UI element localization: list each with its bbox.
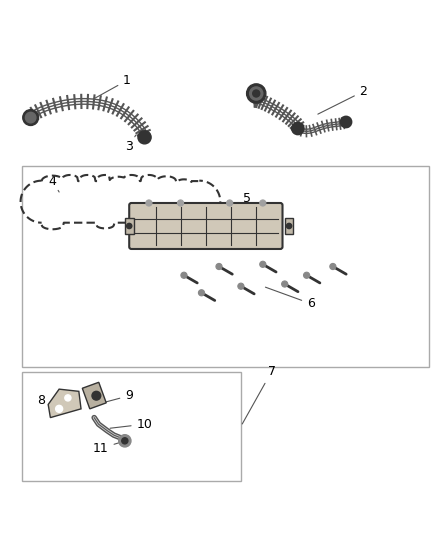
Circle shape [198,290,205,296]
Circle shape [56,405,63,413]
Bar [22,166,429,367]
Circle shape [292,123,304,135]
Text: 4: 4 [49,175,59,192]
Bar [82,382,106,409]
Circle shape [247,84,266,103]
Circle shape [330,263,336,270]
Circle shape [146,200,152,206]
Text: 6: 6 [265,287,315,310]
Text: 11: 11 [93,442,120,455]
Circle shape [119,435,131,447]
Bar [285,217,293,235]
Polygon shape [48,389,81,418]
Circle shape [181,272,187,278]
Circle shape [177,200,184,206]
Circle shape [216,263,222,270]
Circle shape [304,272,310,278]
Text: 3: 3 [125,135,136,152]
Circle shape [260,261,266,268]
Circle shape [138,131,151,144]
Circle shape [25,112,36,123]
Text: 7: 7 [242,365,276,424]
Circle shape [253,90,260,97]
Bar [125,217,134,235]
Circle shape [226,200,233,206]
Text: 1: 1 [90,74,131,101]
Circle shape [282,281,288,287]
Circle shape [340,116,352,128]
Circle shape [238,283,244,289]
Circle shape [260,200,266,206]
Circle shape [250,87,263,100]
Text: 2: 2 [318,85,367,114]
Circle shape [127,223,132,229]
Circle shape [23,110,39,125]
Text: 5: 5 [213,192,251,213]
Bar [22,372,241,481]
Circle shape [65,395,71,401]
Text: 8: 8 [38,393,50,407]
Circle shape [122,438,128,444]
Circle shape [286,223,292,229]
Text: 10: 10 [110,418,152,431]
Circle shape [92,391,101,400]
FancyBboxPatch shape [129,203,283,249]
Text: 9: 9 [99,389,133,404]
